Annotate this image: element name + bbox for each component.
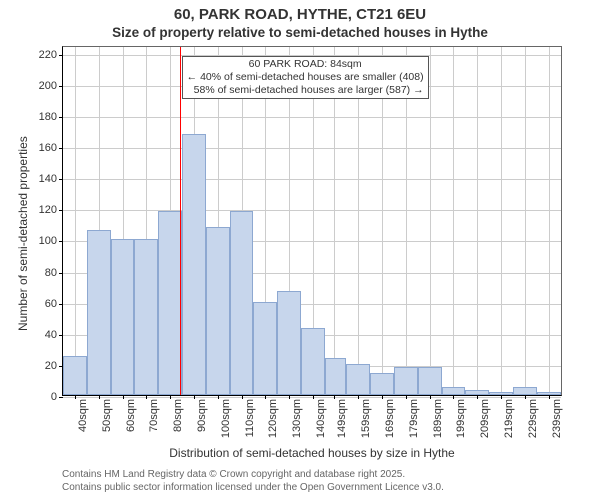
histogram-bar (370, 373, 394, 395)
annotation-line3: 58% of semi-detached houses are larger (… (187, 84, 424, 97)
chart-title: 60, PARK ROAD, HYTHE, CT21 6EU Size of p… (0, 0, 600, 42)
x-tick-label: 40sqm (77, 399, 89, 432)
x-tick-mark (501, 395, 502, 399)
histogram-bar (253, 302, 277, 395)
histogram-bar (465, 390, 489, 395)
gridline-v (75, 47, 76, 395)
x-tick-label: 50sqm (101, 399, 113, 432)
histogram-bar (346, 364, 370, 395)
x-tick-label: 60sqm (125, 399, 137, 432)
gridline-v (430, 47, 431, 395)
x-tick-label: 209sqm (479, 399, 491, 438)
histogram-bar (182, 134, 206, 395)
gridline-v (549, 47, 550, 395)
gridline-h (63, 397, 561, 398)
y-tick-label: 220 (39, 49, 63, 61)
histogram-bar (442, 387, 466, 395)
gridline-v (358, 47, 359, 395)
x-tick-label: 149sqm (336, 399, 348, 438)
x-tick-label: 70sqm (148, 399, 160, 432)
footer-line2: Contains public sector information licen… (62, 481, 444, 494)
gridline-v (334, 47, 335, 395)
histogram-bar (87, 230, 111, 395)
x-tick-label: 169sqm (384, 399, 396, 438)
x-tick-mark (242, 395, 243, 399)
x-axis-label: Distribution of semi-detached houses by … (62, 446, 562, 460)
gridline-h (63, 117, 561, 118)
y-axis-label: Number of semi-detached properties (16, 136, 30, 331)
x-tick-label: 100sqm (220, 399, 232, 438)
histogram-bar (418, 367, 442, 395)
x-tick-label: 90sqm (196, 399, 208, 432)
x-tick-mark (75, 395, 76, 399)
x-tick-label: 130sqm (291, 399, 303, 438)
annotation-line2: ← 40% of semi-detached houses are smalle… (187, 71, 424, 84)
x-tick-mark (313, 395, 314, 399)
x-tick-label: 140sqm (315, 399, 327, 438)
y-tick-label: 60 (45, 298, 63, 310)
chart-container: 60, PARK ROAD, HYTHE, CT21 6EU Size of p… (0, 0, 600, 500)
x-tick-label: 80sqm (172, 399, 184, 432)
x-tick-mark (382, 395, 383, 399)
y-tick-label: 20 (45, 360, 63, 372)
x-tick-label: 229sqm (527, 399, 539, 438)
x-tick-label: 189sqm (432, 399, 444, 438)
x-tick-label: 179sqm (408, 399, 420, 438)
x-tick-mark (525, 395, 526, 399)
x-tick-mark (406, 395, 407, 399)
histogram-bar (206, 227, 230, 395)
histogram-bar (158, 211, 182, 395)
y-tick-label: 100 (39, 235, 63, 247)
plot-area: 02040608010012014016018020022040sqm50sqm… (62, 46, 562, 396)
gridline-v (406, 47, 407, 395)
histogram-bar (325, 358, 346, 395)
x-tick-mark (170, 395, 171, 399)
x-tick-mark (99, 395, 100, 399)
y-tick-label: 160 (39, 142, 63, 154)
gridline-v (525, 47, 526, 395)
histogram-bar (537, 392, 561, 395)
gridline-h (63, 179, 561, 180)
x-tick-mark (194, 395, 195, 399)
x-tick-label: 219sqm (503, 399, 515, 438)
histogram-bar (63, 356, 87, 395)
gridline-v (477, 47, 478, 395)
x-tick-mark (123, 395, 124, 399)
gridline-v (382, 47, 383, 395)
histogram-bar (111, 239, 135, 395)
title-line1: 60, PARK ROAD, HYTHE, CT21 6EU (0, 6, 600, 25)
histogram-bar (230, 211, 254, 395)
histogram-bar (277, 291, 301, 395)
gridline-v (501, 47, 502, 395)
histogram-bar (513, 387, 537, 395)
x-tick-label: 199sqm (455, 399, 467, 438)
attribution-footer: Contains HM Land Registry data © Crown c… (62, 468, 444, 494)
x-tick-label: 239sqm (551, 399, 563, 438)
x-tick-mark (218, 395, 219, 399)
gridline-h (63, 210, 561, 211)
histogram-bar (394, 367, 418, 395)
gridline-h (63, 148, 561, 149)
histogram-bar (489, 392, 513, 395)
y-tick-label: 80 (45, 267, 63, 279)
histogram-bar (134, 239, 158, 395)
histogram-bar (301, 328, 325, 395)
title-line2: Size of property relative to semi-detach… (0, 25, 600, 42)
annotation-line1: 60 PARK ROAD: 84sqm (187, 58, 424, 71)
annotation-box: 60 PARK ROAD: 84sqm← 40% of semi-detache… (182, 56, 429, 99)
y-tick-label: 40 (45, 329, 63, 341)
y-tick-label: 120 (39, 204, 63, 216)
x-tick-mark (549, 395, 550, 399)
x-tick-label: 120sqm (267, 399, 279, 438)
x-tick-label: 110sqm (244, 399, 256, 437)
y-tick-label: 0 (51, 391, 63, 403)
y-tick-label: 180 (39, 111, 63, 123)
y-tick-label: 200 (39, 80, 63, 92)
x-tick-mark (430, 395, 431, 399)
footer-line1: Contains HM Land Registry data © Crown c… (62, 468, 444, 481)
x-tick-label: 159sqm (360, 399, 372, 438)
gridline-v (453, 47, 454, 395)
y-tick-label: 140 (39, 173, 63, 185)
reference-line (180, 47, 181, 395)
